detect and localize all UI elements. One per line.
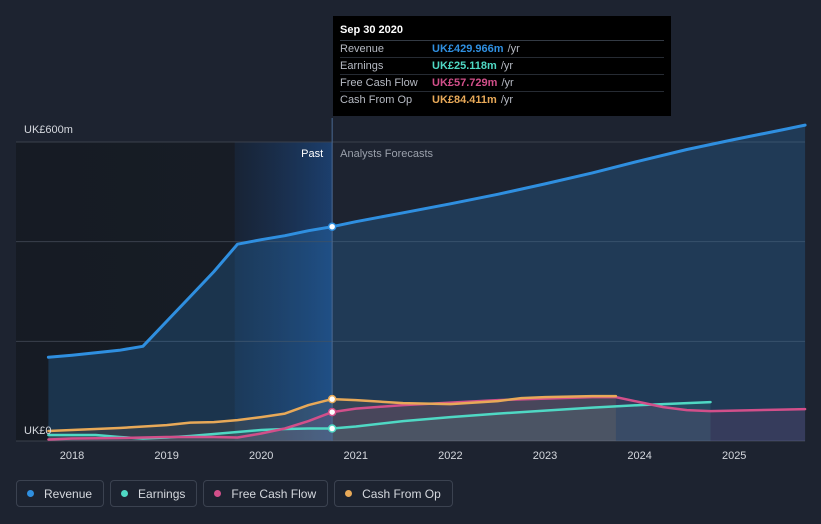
tooltip-value: UK£57.729m bbox=[432, 77, 498, 89]
tooltip-value: UK£25.118m bbox=[432, 60, 497, 72]
marker-cash-from-op bbox=[327, 394, 337, 404]
marker-free-cash-flow bbox=[327, 407, 337, 417]
legend-dot-icon bbox=[214, 490, 222, 497]
tooltip-row-revenue: Revenue UK£429.966m /yr bbox=[340, 41, 664, 58]
x-tick-label: 2020 bbox=[249, 450, 273, 462]
tooltip-date: Sep 30 2020 bbox=[340, 22, 664, 41]
past-label: Past bbox=[301, 148, 323, 160]
tooltip: Sep 30 2020 Revenue UK£429.966m /yr Earn… bbox=[333, 16, 671, 116]
tooltip-unit: /yr bbox=[500, 60, 514, 72]
y-tick-label: UK£600m bbox=[24, 124, 73, 136]
line-cash-from-op bbox=[47, 394, 618, 433]
x-tick-label: 2019 bbox=[154, 450, 178, 462]
legend-dot-icon bbox=[27, 490, 34, 497]
y-tick-label: UK£0 bbox=[24, 425, 52, 437]
tooltip-row-cash-from-op: Cash From Op UK£84.411m /yr bbox=[340, 92, 664, 108]
legend-item-earnings[interactable]: Earnings bbox=[110, 480, 198, 507]
legend-label: Cash From Op bbox=[362, 486, 441, 501]
x-tick-label: 2021 bbox=[344, 450, 368, 462]
x-tick-label: 2018 bbox=[60, 450, 84, 462]
x-tick-label: 2025 bbox=[722, 450, 746, 462]
tooltip-label: Revenue bbox=[340, 43, 385, 55]
chart-area: UK£600m UK£0 2018 2019 2020 2021 2022 2023 2024 2… bbox=[16, 118, 807, 462]
legend-label: Revenue bbox=[44, 486, 93, 501]
area-revenue bbox=[48, 125, 806, 441]
tooltip-unit: /yr bbox=[507, 43, 520, 55]
legend-dot-icon bbox=[345, 490, 353, 497]
marker-earnings bbox=[327, 424, 337, 433]
x-tick-label: 2024 bbox=[627, 450, 651, 462]
legend-item-cash-from-op[interactable]: Cash From Op bbox=[334, 480, 453, 507]
tooltip-unit: /yr bbox=[501, 77, 514, 89]
hover-highlight bbox=[234, 142, 333, 441]
legend: Revenue Earnings Free Cash Flow Cash Fro… bbox=[16, 480, 453, 509]
tooltip-label: Earnings bbox=[340, 60, 384, 72]
legend-item-revenue[interactable]: Revenue bbox=[16, 480, 105, 507]
tooltip-label: Cash From Op bbox=[340, 94, 413, 106]
tooltip-row-free-cash-flow: Free Cash Flow UK£57.729m /yr bbox=[340, 75, 664, 92]
line-revenue bbox=[46, 123, 807, 359]
x-tick-label: 2022 bbox=[438, 450, 462, 462]
legend-dot-icon bbox=[121, 490, 129, 497]
x-tick-label: 2023 bbox=[533, 450, 557, 462]
marker-revenue bbox=[327, 222, 337, 231]
tooltip-value: UK£429.966m bbox=[432, 43, 504, 55]
tooltip-label: Free Cash Flow bbox=[340, 77, 418, 89]
legend-label: Free Cash Flow bbox=[231, 486, 317, 501]
tooltip-value: UK£84.411m bbox=[432, 94, 497, 106]
tooltip-unit: /yr bbox=[500, 94, 514, 106]
tooltip-row-earnings: Earnings UK£25.118m /yr bbox=[340, 58, 664, 75]
legend-item-free-cash-flow[interactable]: Free Cash Flow bbox=[203, 480, 329, 507]
forecast-label: Analysts Forecasts bbox=[340, 148, 433, 160]
legend-label: Earnings bbox=[138, 486, 186, 501]
